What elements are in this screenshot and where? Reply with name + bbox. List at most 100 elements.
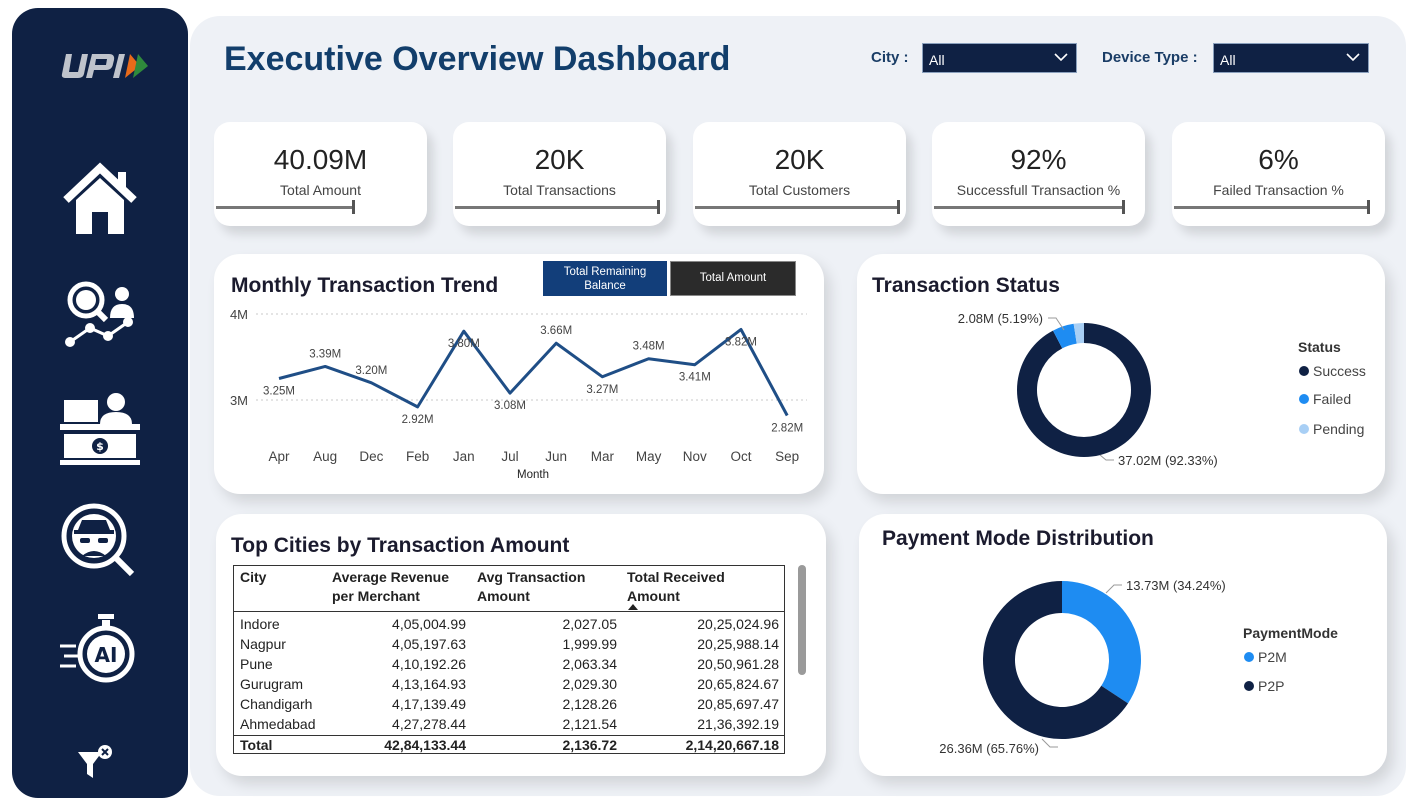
legend-item-p2m[interactable]: P2M (1244, 649, 1287, 665)
sort-desc-icon (628, 604, 638, 610)
data-point[interactable] (368, 380, 374, 386)
x-tick-label: Sep (775, 449, 799, 464)
kpi-progress-bar (455, 206, 659, 209)
data-point[interactable] (415, 404, 421, 410)
svg-text:AI: AI (95, 643, 118, 667)
kpi-target-marker (657, 200, 660, 214)
column-header-total-received[interactable]: Total Received Amount (627, 569, 725, 604)
toggle-remaining-balance[interactable]: Total Remaining Balance (543, 261, 667, 296)
chevron-down-icon (1054, 53, 1068, 62)
ai-icon[interactable]: AI (58, 612, 142, 696)
total-avg-revenue: 42,84,133.44 (384, 737, 466, 753)
x-tick-label: Dec (359, 449, 383, 464)
kpi-target-marker (897, 200, 900, 214)
data-label: 3.48M (633, 341, 665, 353)
legend-label: Success (1313, 363, 1366, 379)
column-header-city[interactable]: City (240, 569, 267, 585)
toggle-total-amount[interactable]: Total Amount (670, 261, 796, 296)
header-divider (234, 611, 784, 612)
data-point[interactable] (692, 362, 698, 368)
kpi-progress-bar (695, 206, 899, 209)
device-select[interactable]: All (1213, 43, 1369, 73)
analytics-icon[interactable] (58, 272, 142, 356)
merchant-icon[interactable]: $ (58, 388, 142, 472)
kpi-label: Failed Transaction % (1213, 182, 1344, 198)
x-tick-label: Nov (683, 449, 707, 464)
cell-total-received: 20,85,697.47 (697, 696, 779, 712)
data-point[interactable] (553, 340, 559, 346)
cell-avg-revenue: 4,05,197.63 (392, 636, 466, 652)
cell-avg-transaction: 2,027.05 (562, 616, 618, 632)
home-icon[interactable] (58, 158, 142, 242)
data-label: 3.27M (586, 384, 618, 396)
cell-total-received: 20,65,824.67 (697, 676, 779, 692)
cell-city: Gurugram (240, 676, 304, 692)
city-select[interactable]: All (922, 43, 1077, 73)
data-label: 3.25M (263, 386, 295, 398)
kpi-label: Total Amount (280, 182, 361, 198)
slice-p2p[interactable] (983, 581, 1129, 739)
slice-p2m[interactable] (1062, 581, 1141, 704)
cell-city: Chandigarh (240, 696, 313, 712)
kpi-value: 6% (1258, 144, 1299, 175)
kpi-value: 20K (774, 144, 825, 175)
data-label: 3.66M (540, 325, 572, 337)
svg-text:$: $ (96, 440, 104, 453)
x-tick-label: May (636, 449, 662, 464)
slice-label-failed: 2.08M (5.19%) (958, 311, 1043, 326)
column-header-avg-revenue[interactable]: Average Revenue per Merchant (332, 569, 449, 604)
legend-label: P2P (1258, 678, 1285, 694)
fraud-detection-icon[interactable] (58, 500, 142, 584)
total-received: 2,14,20,667.18 (685, 737, 779, 753)
slice-pending[interactable] (1073, 323, 1084, 344)
data-label: 3.39M (309, 348, 341, 360)
data-label: 2.82M (771, 422, 803, 434)
legend-dot (1244, 652, 1254, 662)
data-point[interactable] (599, 374, 605, 380)
cell-city: Nagpur (240, 636, 286, 652)
cell-city: Ahmedabad (240, 716, 316, 732)
data-point[interactable] (461, 328, 467, 334)
trend-line-chart: 4M 3M 3.25M Apr 3.39M Aug 3.20M Dec 2.92M Feb 3.80… (230, 307, 807, 481)
cell-avg-transaction: 2,121.54 (562, 716, 618, 732)
legend-item-success[interactable]: Success (1299, 363, 1366, 379)
kpi-progress-bar (934, 206, 1124, 209)
data-label: 2.92M (402, 414, 434, 426)
legend-item-p2p[interactable]: P2P (1244, 678, 1284, 694)
legend-item-failed[interactable]: Failed (1299, 391, 1351, 407)
slice-failed[interactable] (1052, 323, 1077, 349)
slice-success[interactable] (1017, 323, 1151, 457)
upi-logo (61, 54, 148, 78)
legend-label: P2M (1258, 649, 1287, 665)
cell-total-received: 20,25,988.14 (697, 636, 779, 652)
status-donut-chart: 2.08M (5.19%) 37.02M (92.33%) (958, 311, 1218, 468)
slice-label-success: 37.02M (92.33%) (1118, 453, 1218, 468)
cell-city: Pune (240, 656, 273, 672)
filter-clear-icon[interactable] (74, 744, 114, 784)
cell-avg-transaction: 2,128.26 (562, 696, 618, 712)
data-point[interactable] (784, 412, 790, 418)
status-legend-title: Status (1298, 339, 1341, 355)
legend-label: Pending (1313, 421, 1365, 437)
kpi-target-marker (352, 200, 355, 214)
table-scrollbar[interactable] (798, 565, 806, 675)
data-point[interactable] (646, 356, 652, 362)
column-header-avg-transaction[interactable]: Avg Transaction Amount (477, 569, 586, 604)
legend-item-pending[interactable]: Pending (1299, 421, 1364, 437)
cities-title: Top Cities by Transaction Amount (231, 534, 570, 557)
data-point[interactable] (276, 376, 282, 382)
cell-total-received: 20,25,024.96 (697, 616, 779, 632)
device-select-value: All (1220, 52, 1236, 68)
cell-city: Indore (240, 616, 280, 632)
page-title: Executive Overview Dashboard (224, 40, 731, 78)
kpi-progress-bar (216, 206, 354, 209)
legend-dot (1244, 681, 1254, 691)
x-tick-label: Jan (453, 449, 475, 464)
data-point[interactable] (738, 326, 744, 332)
data-point[interactable] (507, 390, 513, 396)
cities-panel (216, 514, 826, 776)
trend-title: Monthly Transaction Trend (231, 274, 499, 297)
total-avg-transaction: 2,136.72 (562, 737, 618, 753)
cell-avg-revenue: 4,17,139.49 (392, 696, 466, 712)
data-point[interactable] (322, 363, 328, 369)
